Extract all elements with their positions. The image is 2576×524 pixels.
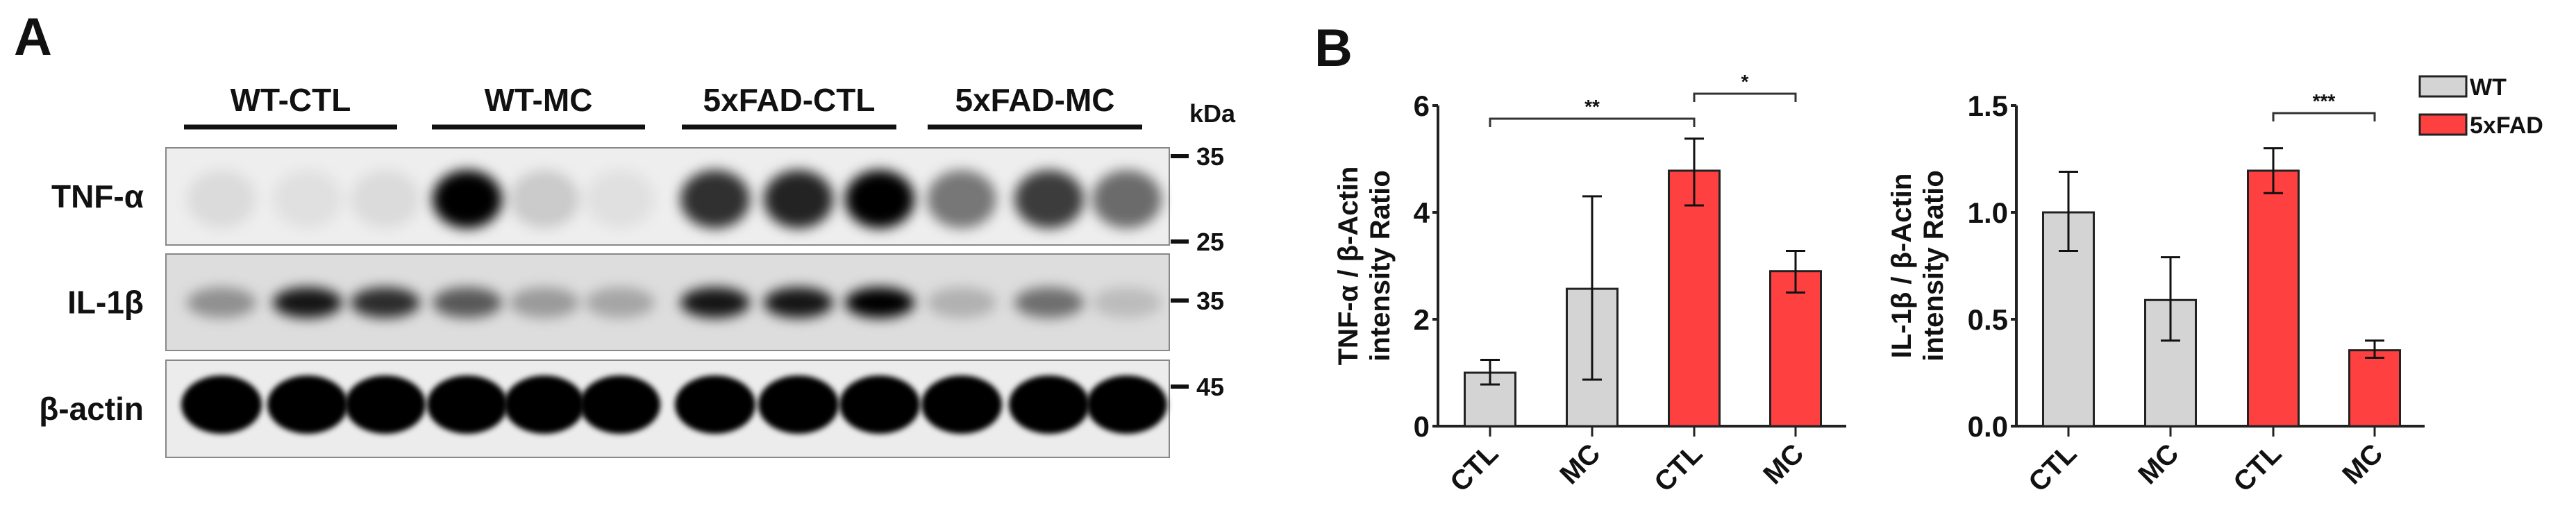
bar [2348, 349, 2401, 428]
x-tick-label: MC [2336, 438, 2389, 490]
legend-label: WT [2470, 74, 2507, 101]
blot-band [845, 170, 914, 228]
blot-band [273, 287, 342, 318]
x-tick-label: CTL [1444, 438, 1504, 498]
blot-band [351, 170, 420, 228]
group-headers: WT-CTL WT-MC 5xFAD-CTL 5xFAD-MC [184, 82, 1142, 130]
blot-band [187, 287, 256, 318]
panel-b-letter: B [1314, 19, 1353, 78]
y-axis-label-line2: intensity Ratio [1918, 170, 1949, 362]
x-tick-label: CTL [1648, 438, 1708, 498]
kda-label: kDa [1189, 99, 1236, 128]
blot-band [845, 287, 914, 318]
blot-band [1092, 287, 1162, 318]
y-tick-label: 0.5 [1968, 303, 2008, 336]
y-tick-label: 1.0 [1968, 196, 2008, 229]
y-axis-label-line2: intensity Ratio [1365, 170, 1396, 362]
significance-label: ** [1584, 96, 1600, 117]
western-blots [165, 147, 1170, 458]
group-label: 5xFAD-MC [955, 82, 1114, 118]
blot-band [427, 375, 508, 434]
blot-band [1014, 170, 1084, 228]
blot-band [504, 375, 585, 434]
legend-swatch [2418, 113, 2468, 136]
group-label: 5xFAD-CTL [703, 82, 876, 118]
row-labels: TNF-α IL-1β β-actin [39, 178, 144, 427]
y-axis-label: IL-1β / β-Actin intensity Ratio [1887, 170, 1949, 362]
significance-bracket [2272, 112, 2376, 121]
blot-band [1014, 287, 1084, 318]
tnf-alpha-chart: 0 2 4 6 TNF-α / β-Actin intensity Ratio CTL MC C… [1333, 71, 1846, 498]
y-tick-label: 4 [1414, 196, 1430, 229]
panel-a: A WT-CTL WT-MC 5xFAD-CTL 5xFAD-MC TNF-α IL-1… [14, 8, 1236, 458]
blot-band [758, 375, 839, 434]
significance-label: * [1741, 71, 1749, 92]
x-tick-label: MC [1757, 438, 1809, 490]
y-tick-label: 2 [1414, 303, 1430, 336]
kda-markers: kDa 35 25 35 45 [1171, 99, 1236, 401]
blot-band [764, 287, 833, 318]
blot-band [927, 170, 996, 228]
group-label: WT-CTL [231, 82, 351, 118]
blot-band [927, 287, 996, 318]
y-axis-label-line1: TNF-α / β-Actin [1333, 167, 1364, 366]
blot-band [273, 170, 342, 228]
blot-band [267, 375, 348, 434]
blot-band [1087, 375, 1167, 434]
x-tick-label: MC [2132, 438, 2184, 490]
blot-band [510, 170, 579, 228]
blot-band [1009, 375, 1089, 434]
blot-band [839, 375, 920, 434]
x-tick-label: CTL [2023, 438, 2082, 498]
x-tick-label: CTL [2227, 438, 2287, 498]
legend-label: 5xFAD [2470, 112, 2543, 139]
y-axis-label: TNF-α / β-Actin intensity Ratio [1333, 167, 1396, 366]
y-axis-label-line1: IL-1β / β-Actin [1887, 174, 1917, 359]
blot-band [433, 170, 502, 228]
blot-band [181, 375, 262, 434]
x-tick-label: MC [1554, 438, 1606, 490]
blot-band [580, 375, 660, 434]
blot-band [680, 170, 750, 228]
blot-band [680, 287, 750, 318]
significance-label: *** [2313, 90, 2336, 112]
y-tick-label: 6 [1414, 90, 1430, 122]
blot-band [585, 287, 655, 318]
significance-bracket [1489, 117, 1696, 127]
group-label: WT-MC [485, 82, 593, 118]
blot-band [675, 375, 755, 434]
il1b-blot [165, 253, 1170, 351]
significance-bracket [1693, 92, 1797, 102]
legend: WT 5xFAD [2418, 74, 2543, 139]
blot-band [187, 170, 256, 228]
marker-label: 35 [1196, 287, 1224, 315]
blot-band [351, 287, 420, 318]
blot-band [345, 375, 426, 434]
marker-label: 45 [1196, 373, 1224, 401]
bar [1769, 270, 1822, 428]
marker-label: 35 [1196, 142, 1224, 171]
beta-actin-blot [165, 360, 1170, 458]
tnf-alpha-blot [165, 147, 1170, 246]
row-label: IL-1β [67, 285, 144, 321]
blot-band [585, 170, 655, 228]
blot-band [433, 287, 502, 318]
blot-band [510, 287, 579, 318]
y-tick-label: 0.0 [1968, 410, 2008, 443]
y-tick-label: 0 [1414, 410, 1430, 443]
bar [2247, 169, 2300, 428]
row-label: TNF-α [51, 178, 144, 214]
legend-swatch [2418, 75, 2468, 98]
blot-band [764, 170, 833, 228]
y-tick-label: 1.5 [1968, 90, 2008, 122]
blot-band [1092, 170, 1162, 228]
bar [1668, 169, 1721, 428]
marker-label: 25 [1196, 228, 1224, 256]
il1b-chart: 0.0 0.5 1.0 1.5 IL-1β / β-Actin intensity Rat… [1887, 90, 2425, 498]
blot-band [921, 375, 1002, 434]
panel-a-letter: A [14, 8, 52, 67]
row-label: β-actin [39, 391, 144, 427]
